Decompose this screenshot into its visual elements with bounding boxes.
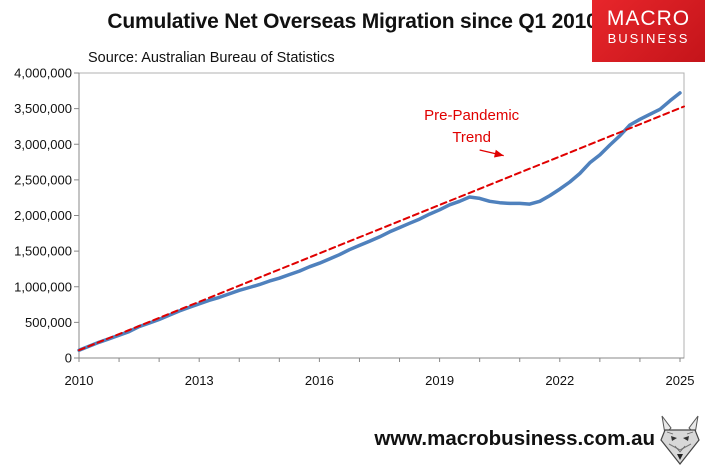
x-axis-tick-labels: 2010 2013 2016 2019 2022 2025 xyxy=(65,373,695,388)
footer-url[interactable]: www.macrobusiness.com.au xyxy=(374,427,655,450)
x-tick-label: 2016 xyxy=(305,373,334,388)
annotation-line-1: Pre-Pandemic xyxy=(424,107,520,124)
source-note: Source: Australian Bureau of Statistics xyxy=(88,50,335,66)
y-tick-label: 4,000,000 xyxy=(14,66,72,81)
y-tick-label: 2,000,000 xyxy=(14,208,72,223)
fox-mascot-icon xyxy=(660,415,700,465)
annotation-arrow-head xyxy=(494,149,504,158)
macro-business-logo[interactable]: MACRO BUSINESS xyxy=(592,0,705,62)
x-tick-label: 2013 xyxy=(185,373,214,388)
trend-annotation: Pre-Pandemic Trend xyxy=(424,107,520,158)
y-tick-label: 2,500,000 xyxy=(14,172,72,187)
y-tick-label: 0 xyxy=(65,351,72,366)
chart-axes xyxy=(74,72,685,362)
trend-line xyxy=(78,105,685,352)
annotation-line-2: Trend xyxy=(452,129,491,146)
x-tick-label: 2019 xyxy=(425,373,454,388)
y-tick-label: 500,000 xyxy=(25,315,72,330)
y-axis-tick-labels: 0 500,000 1,000,000 1,500,000 2,000,000 2,500… xyxy=(14,66,72,366)
chart-title: Cumulative Net Overseas Migration since … xyxy=(107,10,598,33)
chart-series xyxy=(77,91,685,352)
y-tick-label: 1,000,000 xyxy=(14,279,72,294)
x-tick-label: 2025 xyxy=(666,373,695,388)
x-tick-label: 2010 xyxy=(65,373,94,388)
y-tick-label: 3,000,000 xyxy=(14,137,72,152)
x-tick-label: 2022 xyxy=(545,373,574,388)
logo-line-1: MACRO xyxy=(606,7,691,30)
logo-line-2: BUSINESS xyxy=(607,31,690,46)
migration-series-line xyxy=(77,91,682,352)
y-tick-label: 3,500,000 xyxy=(14,101,72,116)
y-tick-label: 1,500,000 xyxy=(14,244,72,259)
